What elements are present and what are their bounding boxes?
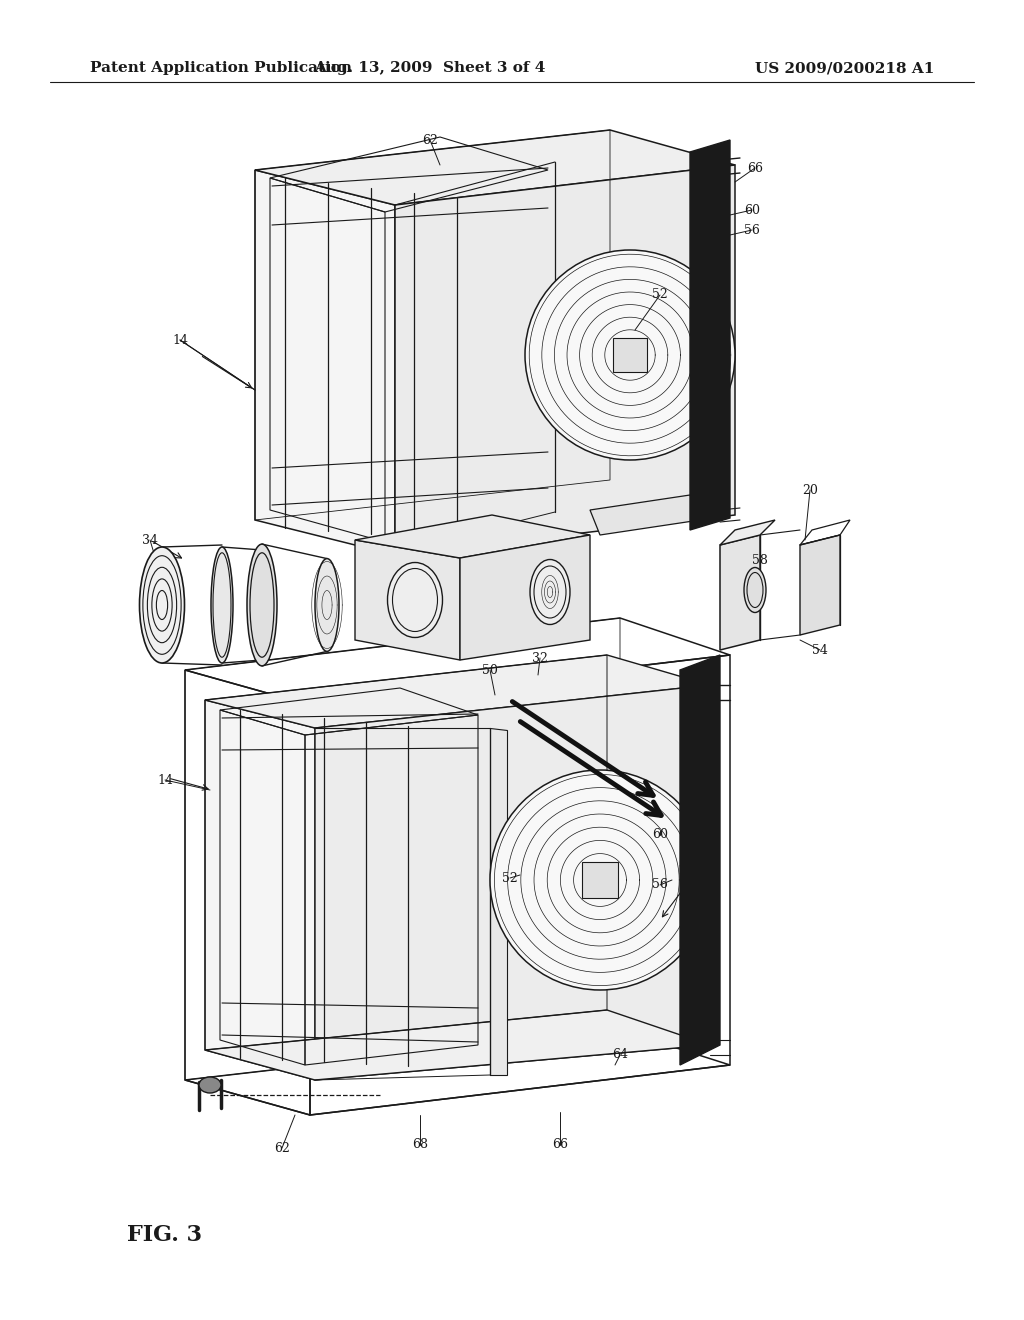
Circle shape bbox=[490, 770, 710, 990]
Polygon shape bbox=[255, 129, 735, 205]
Ellipse shape bbox=[199, 1077, 221, 1093]
Polygon shape bbox=[205, 1010, 710, 1080]
Circle shape bbox=[587, 867, 613, 894]
Text: 66: 66 bbox=[552, 1138, 568, 1151]
Ellipse shape bbox=[315, 558, 339, 651]
Text: 60: 60 bbox=[652, 829, 668, 842]
Text: 56: 56 bbox=[744, 223, 760, 236]
Ellipse shape bbox=[247, 544, 278, 665]
Text: 56: 56 bbox=[652, 879, 668, 891]
Polygon shape bbox=[460, 535, 590, 660]
Circle shape bbox=[525, 249, 735, 459]
Text: 66: 66 bbox=[746, 161, 763, 174]
Text: FIG. 3: FIG. 3 bbox=[127, 1224, 202, 1246]
Polygon shape bbox=[690, 140, 730, 531]
Text: 32: 32 bbox=[532, 652, 548, 664]
Ellipse shape bbox=[211, 546, 233, 663]
Ellipse shape bbox=[530, 560, 570, 624]
Text: 68: 68 bbox=[412, 1138, 428, 1151]
Ellipse shape bbox=[139, 546, 184, 663]
Polygon shape bbox=[800, 535, 840, 635]
Polygon shape bbox=[205, 700, 315, 1080]
Polygon shape bbox=[395, 165, 735, 554]
Circle shape bbox=[617, 342, 643, 367]
Text: Aug. 13, 2009  Sheet 3 of 4: Aug. 13, 2009 Sheet 3 of 4 bbox=[314, 61, 546, 75]
Polygon shape bbox=[613, 338, 647, 372]
Polygon shape bbox=[355, 515, 590, 558]
Ellipse shape bbox=[744, 568, 766, 612]
Text: 14: 14 bbox=[172, 334, 188, 346]
Text: 62: 62 bbox=[422, 133, 438, 147]
Ellipse shape bbox=[387, 562, 442, 638]
Text: 64: 64 bbox=[612, 1048, 628, 1061]
Text: 54: 54 bbox=[812, 644, 828, 656]
Text: 60: 60 bbox=[744, 203, 760, 216]
Polygon shape bbox=[490, 729, 507, 1074]
Text: 34: 34 bbox=[142, 533, 158, 546]
Polygon shape bbox=[720, 535, 760, 649]
Text: 52: 52 bbox=[652, 289, 668, 301]
Text: 58: 58 bbox=[752, 553, 768, 566]
Polygon shape bbox=[315, 685, 710, 1080]
Text: 62: 62 bbox=[274, 1142, 290, 1155]
Polygon shape bbox=[205, 655, 710, 729]
Text: 20: 20 bbox=[802, 483, 818, 496]
Polygon shape bbox=[355, 540, 460, 660]
Text: US 2009/0200218 A1: US 2009/0200218 A1 bbox=[755, 61, 934, 75]
Polygon shape bbox=[680, 655, 720, 1065]
Polygon shape bbox=[255, 170, 395, 554]
Text: Patent Application Publication: Patent Application Publication bbox=[90, 61, 352, 75]
Text: 14: 14 bbox=[157, 774, 173, 787]
Polygon shape bbox=[590, 495, 700, 535]
Polygon shape bbox=[720, 520, 775, 545]
Polygon shape bbox=[582, 862, 618, 898]
Text: 50: 50 bbox=[482, 664, 498, 676]
Text: 10: 10 bbox=[677, 863, 693, 876]
Text: 52: 52 bbox=[502, 871, 518, 884]
